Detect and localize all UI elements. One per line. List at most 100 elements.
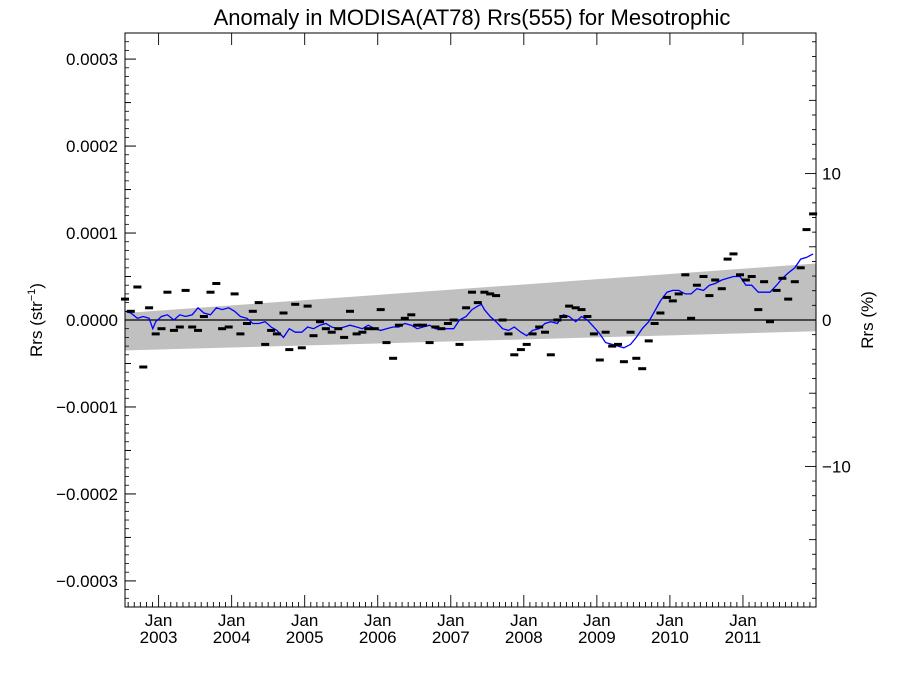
anomaly-point	[394, 323, 403, 327]
y2-tick-label: −10	[822, 457, 851, 476]
anomaly-point	[766, 320, 774, 324]
anomaly-point	[577, 308, 586, 312]
y-tick-label: −0.0003	[56, 572, 118, 591]
anomaly-point	[279, 311, 288, 315]
x-tick-label-year: 2003	[140, 628, 178, 647]
anomaly-point	[486, 292, 495, 296]
anomaly-point	[480, 290, 489, 294]
anomaly-point	[303, 304, 312, 308]
anomaly-point	[419, 323, 427, 327]
anomaly-point	[272, 332, 281, 336]
anomaly-point	[400, 316, 409, 320]
running-mean-line	[124, 253, 814, 349]
monthly-anomaly-layer	[121, 212, 818, 371]
anomaly-point	[370, 327, 379, 331]
anomaly-point	[352, 332, 361, 336]
anomaly-point	[809, 212, 818, 216]
anomaly-point	[754, 308, 763, 312]
anomaly-point	[711, 278, 720, 282]
anomaly-point	[199, 315, 208, 318]
anomaly-point	[181, 288, 190, 292]
anomaly-point	[327, 330, 336, 334]
anomaly-point	[145, 306, 154, 310]
anomaly-point	[663, 295, 671, 299]
x-tick-label-year: 2010	[651, 628, 689, 647]
anomaly-point	[267, 328, 276, 332]
anomaly-point	[778, 276, 787, 280]
anomaly-point	[589, 332, 598, 336]
anomaly-point	[194, 328, 202, 332]
anomaly-point	[492, 294, 501, 298]
y2-tick-label: 10	[822, 165, 841, 184]
uncertainty-band	[125, 263, 816, 351]
anomaly-point	[364, 327, 373, 331]
anomaly-point	[340, 335, 349, 339]
x-tick-label-year: 2008	[505, 628, 543, 647]
anomaly-point	[468, 290, 476, 294]
anomaly-point	[784, 297, 793, 301]
y-axis-label: Rrs (str−1)	[26, 283, 46, 357]
anomaly-point	[681, 273, 690, 277]
anomaly-point	[723, 257, 732, 261]
anomaly-point	[595, 358, 604, 362]
anomaly-point	[772, 288, 781, 292]
anomaly-point	[674, 292, 683, 296]
anomaly-point	[334, 327, 343, 331]
x-tick-label-year: 2011	[725, 628, 762, 647]
anomaly-point	[157, 327, 166, 331]
x-tick-label-month: Jan	[291, 611, 318, 630]
anomaly-point	[619, 360, 628, 364]
running-mean-layer	[124, 253, 814, 349]
anomaly-point	[218, 327, 227, 331]
y2-axis-label: Rrs (%)	[858, 291, 877, 349]
x-tick-label-month: Jan	[656, 611, 683, 630]
anomaly-point	[614, 342, 622, 346]
anomaly-point	[802, 228, 811, 232]
anomaly-point	[425, 341, 434, 345]
anomaly-point	[601, 330, 610, 334]
anomaly-point	[760, 280, 769, 284]
anomaly-point	[498, 318, 507, 322]
y-tick-label: −0.0002	[56, 485, 118, 504]
y-axis-label-close: )	[27, 283, 46, 289]
x-tick-label-month: Jan	[218, 611, 245, 630]
anomaly-point	[133, 285, 142, 289]
anomaly-point	[224, 325, 233, 329]
anomaly-point	[291, 302, 300, 306]
anomaly-point	[796, 266, 805, 270]
anomaly-point	[243, 322, 251, 325]
x-tick-label-month: Jan	[729, 611, 756, 630]
anomaly-point	[699, 275, 708, 278]
anomaly-point	[382, 341, 391, 345]
anomaly-point	[389, 356, 398, 360]
x-tick-label-year: 2006	[359, 628, 397, 647]
anomaly-point	[285, 348, 294, 352]
left-axis-ticks: 0.0003 0.0002 0.0001 0.0000 −0.0001 −0.0002 −0…	[56, 32, 136, 608]
uncertainty-band-layer	[125, 263, 816, 351]
anomaly-point	[583, 315, 592, 318]
anomaly-point	[297, 346, 306, 350]
anomaly-point	[687, 316, 696, 320]
anomaly-point	[516, 348, 525, 352]
x-tick-label-year: 2004	[213, 628, 251, 647]
anomaly-point	[541, 330, 549, 334]
y-axis-label-superscript: −1	[26, 289, 38, 302]
anomaly-point	[535, 325, 544, 329]
right-axis-ticks: 10 0 −10	[805, 41, 851, 599]
anomaly-point	[230, 292, 239, 296]
anomaly-point	[626, 330, 635, 334]
anomaly-point	[139, 365, 148, 369]
anomaly-point	[462, 306, 471, 310]
anomaly-point	[559, 315, 568, 318]
anomaly-point	[413, 323, 422, 327]
anomaly-point	[126, 309, 135, 313]
anomaly-point	[644, 339, 653, 343]
y-tick-label: −0.0001	[56, 398, 118, 417]
y2-tick-label: 0	[822, 311, 831, 330]
anomaly-point	[248, 309, 257, 313]
anomaly-point	[437, 327, 446, 331]
anomaly-point	[407, 313, 416, 317]
anomaly-point	[504, 332, 513, 336]
y-tick-label: 0.0003	[66, 50, 118, 69]
